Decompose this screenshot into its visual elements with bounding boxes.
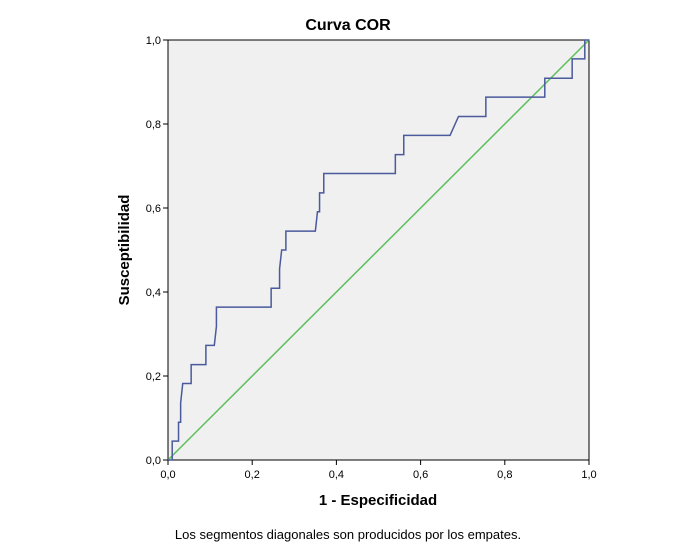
- roc-curve-line: [168, 39, 589, 461]
- x-tick-label: 0,4: [329, 469, 344, 481]
- y-tick-label: 1,0: [146, 35, 161, 47]
- chart-footnote: Los segmentos diagonales son producidos …: [175, 527, 521, 542]
- y-tick-label: 0,4: [146, 287, 161, 299]
- x-tick-label: 0,2: [245, 469, 260, 481]
- x-axis-label: 1 - Especificidad: [319, 492, 437, 509]
- x-tick-label: 1,0: [581, 469, 596, 481]
- y-tick-label: 0,0: [146, 455, 161, 467]
- x-tick-label: 0,8: [497, 469, 512, 481]
- x-tick-label: 0,6: [413, 469, 428, 481]
- reference-line: [167, 39, 590, 461]
- y-tick-label: 0,2: [146, 371, 161, 383]
- y-tick-label: 0,8: [146, 119, 161, 131]
- x-tick-label: 0,0: [160, 469, 175, 481]
- chart-title: Curva COR: [305, 17, 391, 34]
- y-tick-label: 0,6: [146, 203, 161, 215]
- y-axis-label: Susceptibilidad: [116, 195, 133, 306]
